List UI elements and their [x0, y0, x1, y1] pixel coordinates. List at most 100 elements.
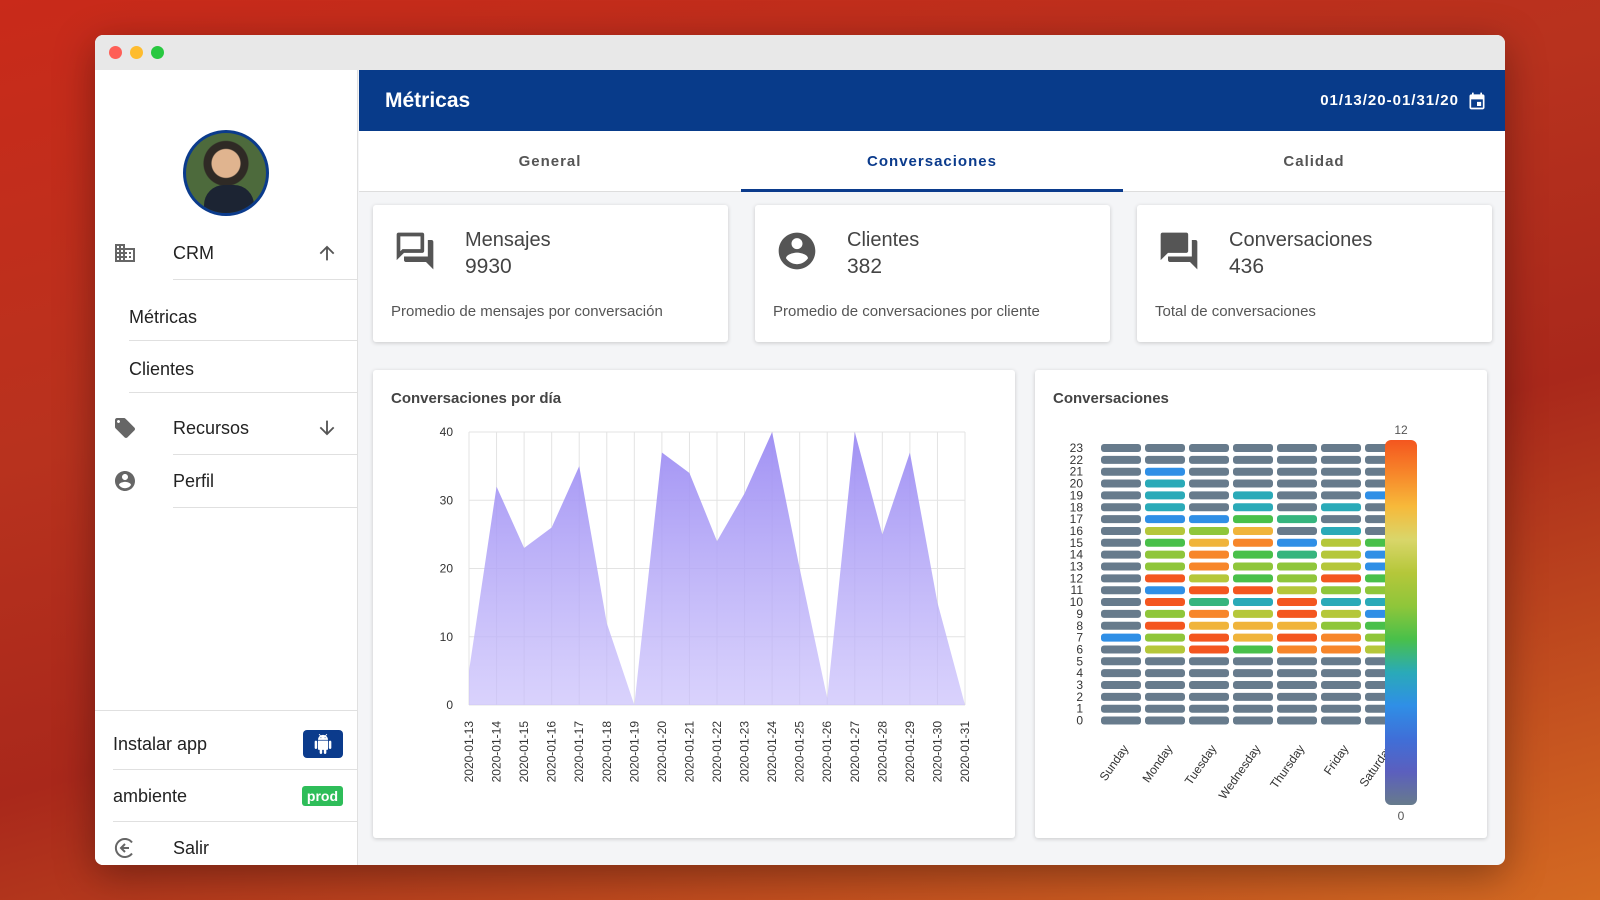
row-label: 13	[1070, 560, 1084, 574]
heatmap-cell	[1233, 526, 1273, 535]
sidebar-item-salir[interactable]: Salir	[95, 822, 358, 865]
x-tick-label: 2020-01-17	[572, 721, 586, 783]
tab-calidad[interactable]: Calidad	[1283, 152, 1345, 170]
heatmap-cell	[1189, 515, 1229, 524]
row-label: 6	[1076, 642, 1083, 656]
minimize-window-button[interactable]	[130, 46, 143, 59]
row-label: 8	[1076, 619, 1083, 633]
chart-title: Conversaciones	[1053, 390, 1169, 407]
heatmap-cell	[1145, 716, 1185, 725]
heatmap-cell	[1277, 692, 1317, 701]
heatmap-cell	[1145, 479, 1185, 488]
heatmap-chart: 23222120191817161514131211109876543210Su…	[1070, 423, 1417, 823]
heatmap-cell	[1189, 609, 1229, 618]
heatmap-cell	[1277, 526, 1317, 535]
zoom-window-button[interactable]	[151, 46, 164, 59]
heatmap-cell	[1189, 633, 1229, 642]
divider	[173, 507, 357, 508]
heatmap-cell	[1101, 716, 1141, 725]
heatmap-cell	[1233, 669, 1273, 678]
heatmap-cell	[1321, 692, 1361, 701]
sidebar-item-crm[interactable]: CRM	[95, 227, 358, 279]
messages-icon	[396, 232, 434, 270]
calendar-icon[interactable]	[1467, 91, 1487, 111]
sidebar-item-clientes[interactable]: Clientes	[129, 359, 195, 379]
building-icon	[115, 244, 135, 262]
close-window-button[interactable]	[109, 46, 122, 59]
heatmap-cell	[1145, 669, 1185, 678]
install-app-button[interactable]	[303, 730, 343, 758]
heatmap-cell	[1233, 681, 1273, 689]
heatmap-cell	[1101, 574, 1141, 583]
heatmap-cell	[1233, 609, 1273, 618]
column-label: Tuesday	[1182, 742, 1220, 787]
stat-description: Total de conversaciones	[1155, 303, 1316, 320]
sidebar-item-perfil[interactable]: Perfil	[95, 455, 358, 507]
stat-card-clientes: Clientes 382 Promedio de conversaciones …	[755, 205, 1110, 342]
heatmap-cell	[1101, 609, 1141, 618]
y-tick-label: 30	[440, 493, 454, 507]
heatmap-cell	[1321, 526, 1361, 535]
area-series	[469, 432, 965, 705]
tab-conversaciones[interactable]: Conversaciones	[741, 131, 1123, 192]
x-tick-label: 2020-01-21	[682, 721, 696, 783]
x-tick-label: 2020-01-19	[627, 721, 641, 783]
sidebar-item-metricas[interactable]: Métricas	[129, 307, 198, 327]
heatmap-cell	[1189, 669, 1229, 678]
y-tick-label: 0	[446, 698, 453, 712]
heatmap-cell	[1321, 716, 1361, 725]
heatmap-cell	[1233, 444, 1273, 452]
heatmap-cell	[1145, 681, 1185, 689]
heatmap-cell	[1145, 621, 1185, 630]
column-label: Friday	[1321, 742, 1352, 777]
heatmap-cell	[1233, 538, 1273, 547]
heatmap-cell	[1277, 598, 1317, 607]
heatmap-cell	[1233, 645, 1273, 654]
tab-bar: General Conversaciones Calidad	[359, 131, 1505, 192]
heatmap-cell	[1277, 562, 1317, 571]
row-label: 7	[1076, 631, 1083, 645]
heatmap-cell	[1189, 479, 1229, 488]
tab-general[interactable]: General	[518, 152, 582, 170]
row-label: 16	[1070, 524, 1084, 538]
heatmap-cell	[1321, 444, 1361, 452]
x-tick-label: 2020-01-26	[820, 721, 834, 783]
install-app-label: Instalar app	[113, 733, 208, 754]
row-label: 17	[1070, 512, 1084, 526]
heatmap-cell	[1189, 455, 1229, 464]
heatmap-cell	[1189, 621, 1229, 630]
heatmap-cell	[1321, 538, 1361, 547]
divider	[129, 392, 357, 393]
row-label: 22	[1070, 453, 1084, 467]
heatmap-cell	[1101, 455, 1141, 464]
x-tick-label: 2020-01-31	[958, 721, 972, 783]
heatmap-cell	[1101, 645, 1141, 654]
chart-card-conversaciones-por-dia: Conversaciones por día 0 10 20 30 40 2020-01-…	[373, 370, 1015, 838]
row-label: 23	[1070, 441, 1084, 455]
heatmap-cell	[1101, 669, 1141, 678]
sidebar-item-recursos[interactable]: Recursos	[95, 402, 358, 454]
heatmap-cell	[1145, 633, 1185, 642]
avatar[interactable]	[183, 130, 269, 216]
arrow-down-icon[interactable]	[316, 417, 338, 439]
heatmap-cell	[1233, 491, 1273, 500]
heatmap-cell	[1189, 526, 1229, 535]
sidebar: CRM Métricas Clientes Recursos Perfil In…	[95, 70, 358, 865]
heatmap-cell	[1101, 586, 1141, 595]
column-label: Wednesday	[1216, 742, 1264, 802]
heatmap-cell	[1145, 503, 1185, 512]
heatmap-cell	[1189, 444, 1229, 452]
heatmap-cell	[1233, 716, 1273, 725]
heatmap-cell	[1101, 538, 1141, 547]
main-content: Métricas 01/13/20-01/31/20 General Conve…	[359, 70, 1505, 865]
heatmap-cell	[1101, 633, 1141, 642]
row-label: 4	[1076, 666, 1083, 680]
date-range[interactable]: 01/13/20-01/31/20	[1320, 92, 1459, 109]
heatmap-cell	[1145, 586, 1185, 595]
install-app-row[interactable]: Instalar app	[113, 728, 343, 760]
heatmap-cell	[1233, 503, 1273, 512]
row-label: 21	[1070, 465, 1084, 479]
heatmap-cell	[1321, 633, 1361, 642]
heatmap-cell	[1145, 692, 1185, 701]
arrow-up-icon[interactable]	[316, 242, 338, 264]
